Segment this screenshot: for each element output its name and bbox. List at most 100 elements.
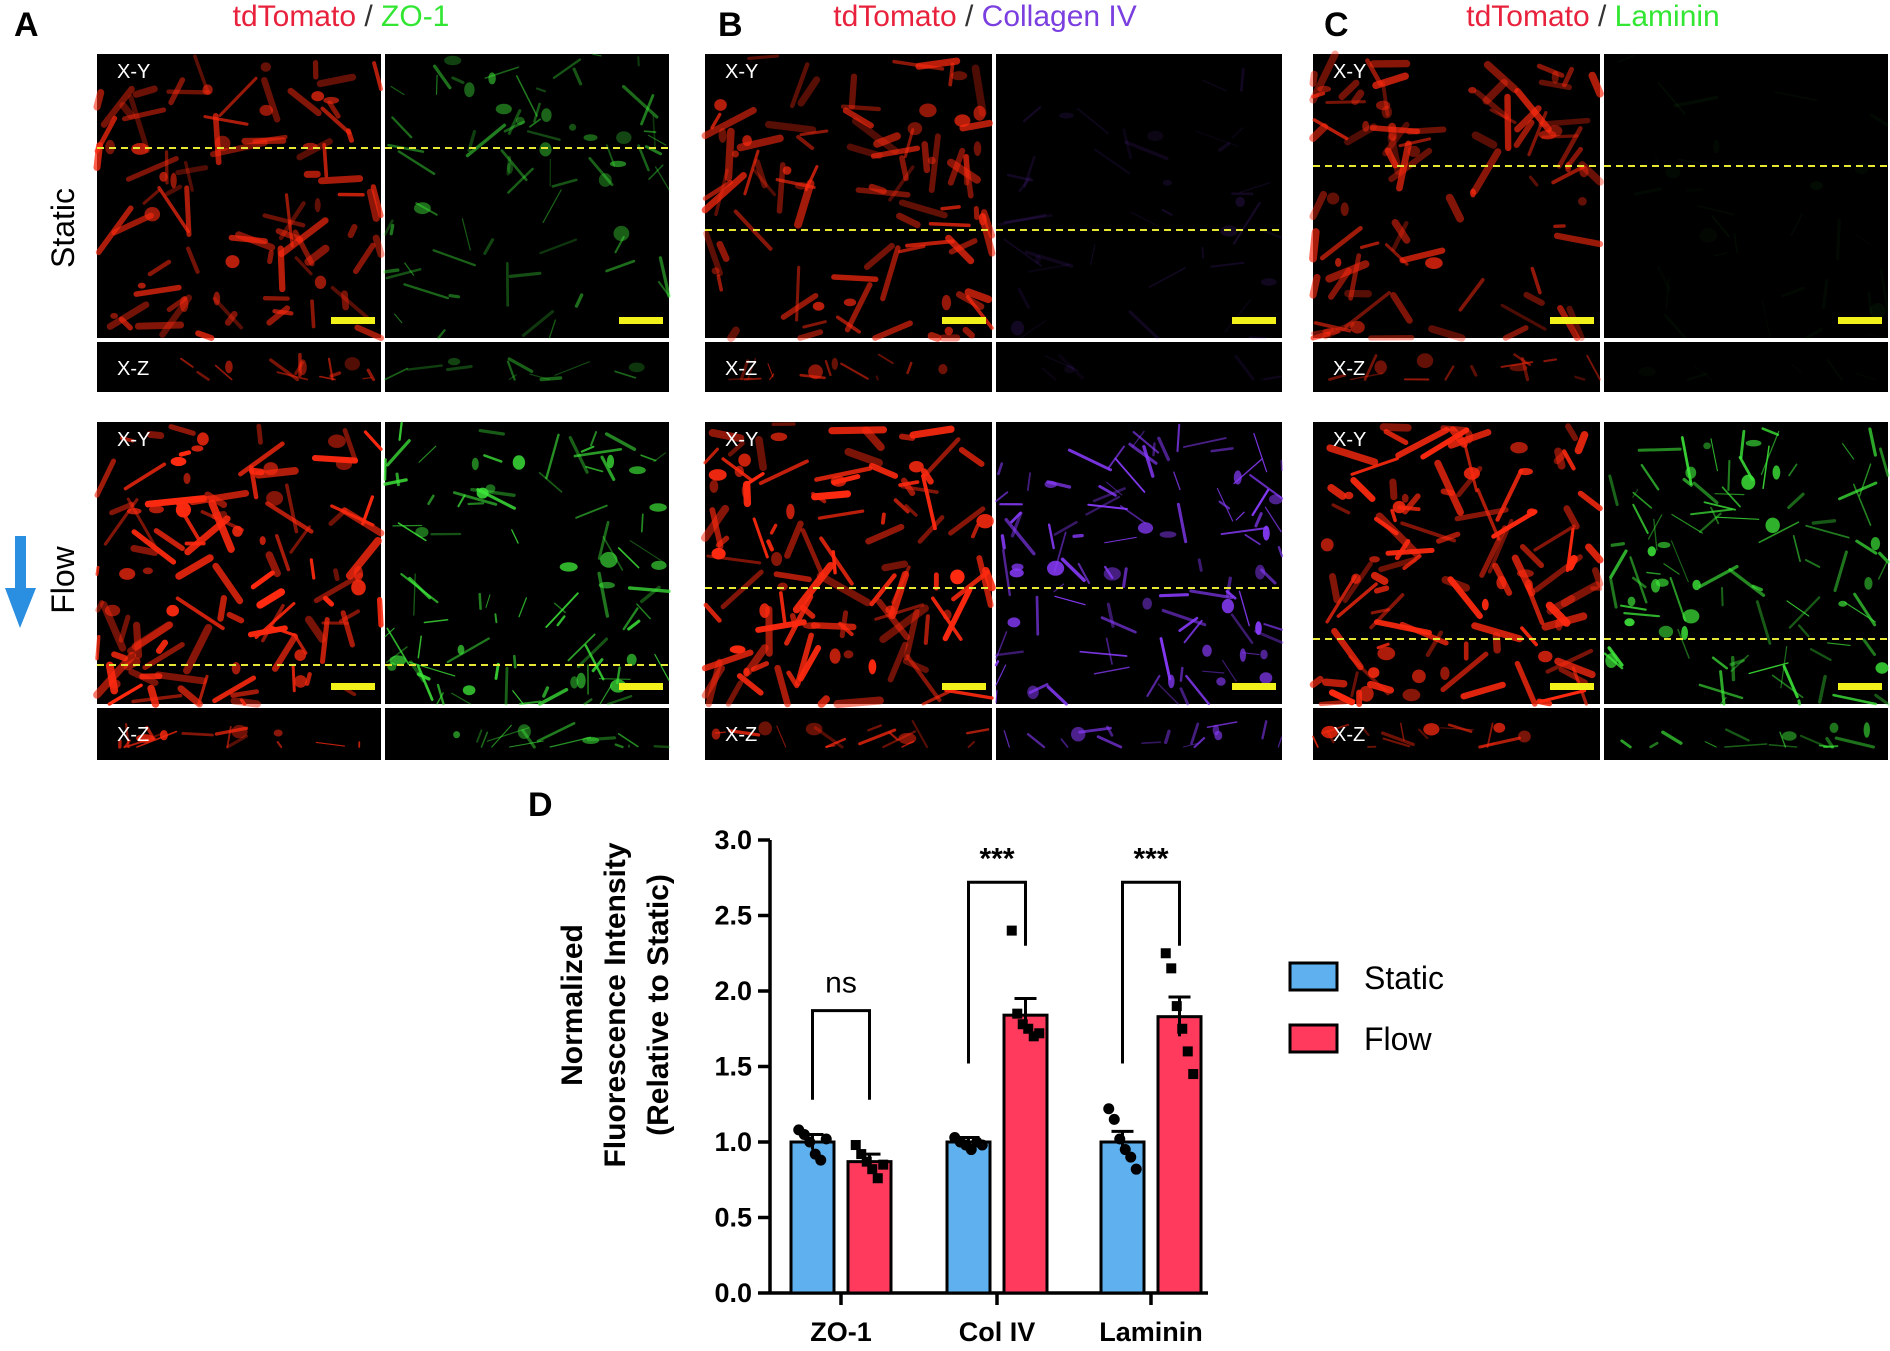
cell-blob <box>213 291 221 306</box>
signal-stroke <box>1502 325 1529 341</box>
micrograph-signal <box>1620 722 1876 749</box>
cell-blob <box>606 454 615 469</box>
signal-stroke <box>1739 429 1746 460</box>
y-axis-title-line1: Normalized <box>556 924 589 1086</box>
signal-stroke <box>1728 568 1766 597</box>
signal-stroke <box>1553 232 1604 248</box>
cell-blob <box>298 359 307 376</box>
signal-stroke <box>1677 158 1710 166</box>
signal-stroke <box>413 573 416 616</box>
signal-stroke <box>880 512 886 525</box>
signal-stroke <box>1128 442 1158 465</box>
micrograph-signal <box>1328 353 1601 382</box>
data-point <box>856 1149 867 1160</box>
cell-blob <box>576 672 586 689</box>
cell-blob <box>628 362 645 373</box>
signal-stroke <box>1128 310 1160 340</box>
cell-blob <box>512 455 526 470</box>
signal-stroke <box>831 274 879 283</box>
signal-stroke <box>1558 666 1588 686</box>
signal-stroke <box>1609 549 1628 579</box>
signal-stroke <box>123 657 141 671</box>
legend: Static Flow <box>1288 960 1444 1057</box>
legend-label-flow: Flow <box>1364 1021 1432 1057</box>
signal-stroke <box>1513 119 1535 148</box>
signal-stroke <box>272 309 294 316</box>
micrograph-a-static-stain-xz <box>384 342 669 392</box>
significance-label: *** <box>1133 842 1168 875</box>
signal-stroke <box>851 117 899 155</box>
legend-swatch-static <box>1288 961 1339 992</box>
signal-stroke <box>427 494 435 506</box>
signal-stroke <box>327 100 341 119</box>
signal-stroke <box>1370 608 1390 615</box>
cell-blob <box>950 569 965 585</box>
signal-stroke <box>1538 117 1591 128</box>
micrograph-background <box>1604 342 1888 392</box>
signal-stroke <box>217 595 228 622</box>
cell-blob <box>149 505 164 514</box>
micrograph-c-static-stain-xy <box>1604 54 1890 340</box>
signal-stroke <box>1428 325 1466 342</box>
cell-blob <box>294 675 307 688</box>
signal-stroke <box>1173 471 1181 491</box>
signal-stroke <box>1248 336 1266 339</box>
signal-stroke <box>1730 655 1736 682</box>
signal-stroke <box>134 321 185 330</box>
signal-stroke <box>1449 426 1468 448</box>
signal-stroke <box>1551 164 1586 185</box>
cell-blob <box>777 582 788 591</box>
signal-stroke <box>1263 375 1282 381</box>
signal-stroke <box>743 377 762 381</box>
cell-blob <box>108 679 121 689</box>
micrograph-signal <box>701 54 996 342</box>
signal-stroke <box>535 87 547 93</box>
cell-blob <box>1496 575 1507 590</box>
signal-stroke <box>451 76 465 84</box>
micrograph-background <box>97 422 381 704</box>
signal-stroke <box>1325 100 1366 105</box>
cell-blob <box>1639 367 1656 377</box>
cell-blob <box>457 644 465 655</box>
signal-stroke <box>958 447 985 467</box>
signal-stroke <box>309 558 316 580</box>
cell-blob <box>225 255 240 269</box>
signal-stroke <box>345 128 354 143</box>
cell-blob <box>335 457 353 470</box>
signal-stroke <box>416 664 434 701</box>
signal-stroke <box>1440 651 1489 693</box>
signal-stroke <box>131 693 183 704</box>
signal-stroke <box>1711 656 1729 670</box>
signal-stroke <box>1158 593 1190 598</box>
signal-stroke <box>703 230 723 277</box>
signal-stroke <box>503 120 526 133</box>
y-tick-label: 0.0 <box>714 1278 752 1308</box>
signal-stroke <box>1879 447 1890 477</box>
signal-stroke <box>1131 430 1145 448</box>
data-point <box>1012 1008 1023 1019</box>
signal-stroke <box>1486 722 1494 748</box>
signal-stroke <box>214 364 233 381</box>
data-point <box>1017 1019 1028 1030</box>
signal-stroke <box>995 689 998 704</box>
micrograph-signal <box>93 423 385 708</box>
signal-stroke <box>776 162 786 214</box>
signal-stroke <box>903 608 920 661</box>
cell-blob <box>598 173 612 187</box>
micrograph-background <box>97 708 381 760</box>
cell-blob <box>453 731 460 739</box>
cell-blob <box>231 662 241 675</box>
cell-blob <box>802 622 821 630</box>
signal-stroke <box>1838 481 1878 501</box>
signal-stroke <box>819 536 854 586</box>
signal-stroke <box>95 600 105 613</box>
cell-blob <box>1368 667 1380 678</box>
signal-stroke <box>1053 520 1078 536</box>
signal-stroke <box>432 249 476 267</box>
signal-stroke <box>796 135 815 151</box>
signal-stroke <box>750 661 769 672</box>
signal-stroke <box>1653 518 1658 551</box>
signal-stroke <box>1609 578 1618 609</box>
cell-blob <box>616 131 632 145</box>
signal-stroke <box>1312 735 1319 748</box>
